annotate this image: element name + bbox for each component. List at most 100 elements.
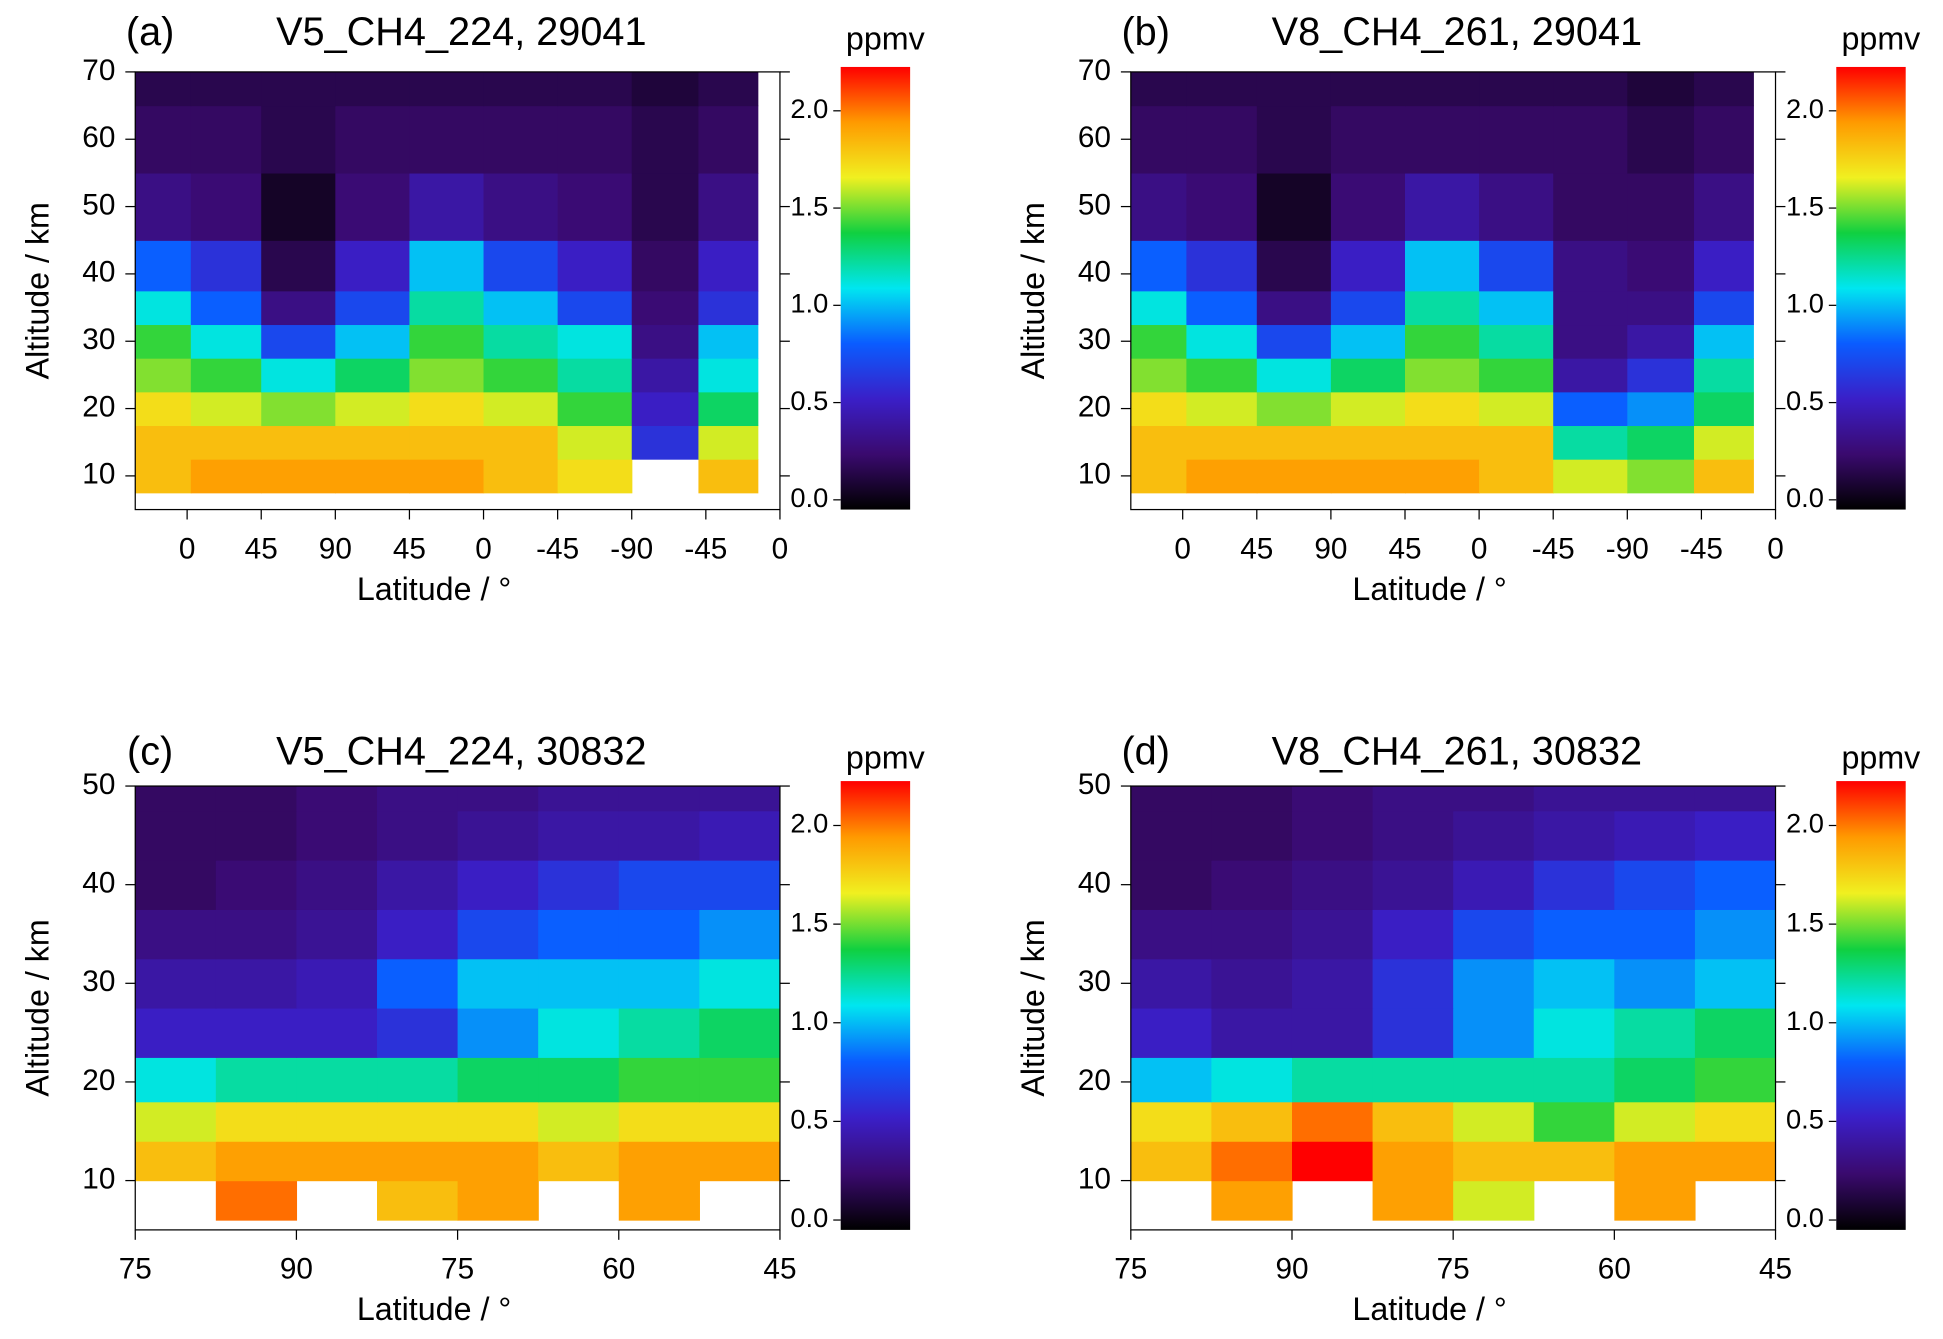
- cell: [631, 105, 700, 174]
- cell: [457, 1007, 539, 1058]
- cell: [190, 358, 262, 393]
- cell: [457, 1101, 539, 1142]
- cell: [190, 71, 262, 107]
- cell: [1186, 172, 1258, 241]
- colorbar-tick-label: 2.0: [790, 93, 828, 124]
- cell: [699, 1057, 780, 1103]
- cell: [1130, 958, 1213, 1009]
- cell: [1130, 1007, 1213, 1058]
- cell: [1614, 810, 1696, 861]
- cell: [335, 391, 411, 427]
- cell: [1186, 290, 1258, 326]
- colorbar-tick-label: 1.5: [790, 906, 828, 937]
- x-axis-label: Latitude / °: [1352, 571, 1506, 607]
- cell: [1405, 71, 1480, 107]
- cell: [1211, 1180, 1293, 1221]
- cell: [215, 860, 298, 910]
- cell: [135, 425, 192, 460]
- cell: [1330, 324, 1406, 359]
- cell: [215, 1180, 298, 1221]
- x-tick-label: 75: [1114, 1253, 1147, 1286]
- cell: [1614, 1180, 1696, 1221]
- cell: [1405, 358, 1480, 393]
- cell: [698, 324, 759, 359]
- cell: [261, 105, 336, 174]
- cell: [1130, 391, 1188, 427]
- cell: [335, 240, 411, 292]
- cell: [699, 1141, 780, 1182]
- cell: [1694, 358, 1754, 393]
- cell: [409, 358, 485, 393]
- y-tick-label: 40: [82, 867, 115, 900]
- cell: [1130, 860, 1213, 910]
- cell: [190, 105, 262, 174]
- x-tick-label: 60: [602, 1253, 635, 1286]
- cell: [1291, 1007, 1374, 1058]
- cell: [1694, 290, 1754, 326]
- x-tick-label: -45: [1532, 532, 1575, 565]
- cell: [1479, 71, 1554, 107]
- cell: [1627, 459, 1695, 494]
- cell: [538, 958, 620, 1009]
- colorbar-tick-label: 0.0: [790, 1202, 828, 1233]
- cell: [1330, 240, 1406, 292]
- cell: [1372, 810, 1454, 861]
- cell: [135, 459, 192, 494]
- cell: [409, 425, 485, 460]
- cell: [1372, 1057, 1454, 1103]
- cell: [135, 172, 192, 241]
- colorbar-label: ppmv: [846, 740, 925, 776]
- colorbar-tick-label: 1.0: [790, 1005, 828, 1036]
- cell: [261, 358, 336, 393]
- contour-field: [135, 786, 780, 1221]
- cell: [1453, 810, 1535, 861]
- cell: [1291, 958, 1374, 1009]
- cell: [483, 71, 559, 107]
- cell: [631, 71, 700, 107]
- cell: [699, 1007, 780, 1058]
- cell: [618, 1101, 700, 1142]
- cell: [215, 1057, 298, 1103]
- cell: [190, 172, 262, 241]
- cell: [1694, 172, 1754, 241]
- cell: [296, 860, 378, 910]
- cell: [296, 909, 378, 960]
- cell: [538, 1101, 620, 1142]
- x-tick-label: 90: [1314, 532, 1347, 565]
- x-tick-label: 0: [772, 532, 789, 565]
- cell: [631, 290, 700, 326]
- cell: [1614, 860, 1696, 910]
- cell: [1186, 425, 1258, 460]
- cell: [1256, 71, 1332, 107]
- cell: [215, 1141, 298, 1182]
- cell: [1130, 172, 1188, 241]
- cell: [1533, 1101, 1615, 1142]
- cell: [1614, 1101, 1696, 1142]
- cell: [296, 1007, 378, 1058]
- colorbar-tick-label: 0.0: [1786, 482, 1824, 513]
- cell: [377, 958, 459, 1009]
- y-axis-label: Altitude / km: [19, 919, 55, 1096]
- cell: [190, 290, 262, 326]
- y-tick-label: 50: [1078, 188, 1111, 221]
- colorbar-tick-label: 0.0: [1786, 1202, 1824, 1233]
- y-tick-label: 10: [82, 1162, 115, 1195]
- cell: [1186, 324, 1258, 359]
- x-axis-label: Latitude / °: [357, 1291, 511, 1327]
- cell: [1211, 909, 1293, 960]
- cell: [1614, 909, 1696, 960]
- panel-title: V5_CH4_224, 30832: [276, 729, 646, 773]
- cell: [1694, 459, 1754, 494]
- cell: [135, 786, 217, 812]
- x-tick-label: 0: [179, 532, 196, 565]
- cell: [538, 1057, 620, 1103]
- y-tick-label: 20: [1078, 390, 1111, 423]
- colorbar-tick-label: 0.5: [1786, 385, 1824, 416]
- cell: [1211, 958, 1293, 1009]
- cell: [215, 1101, 298, 1142]
- cell: [296, 1141, 378, 1182]
- colorbar-label: ppmv: [1842, 20, 1921, 56]
- y-axis-label: Altitude / km: [1015, 202, 1051, 379]
- cell: [1186, 71, 1258, 107]
- y-tick-label: 60: [82, 121, 115, 154]
